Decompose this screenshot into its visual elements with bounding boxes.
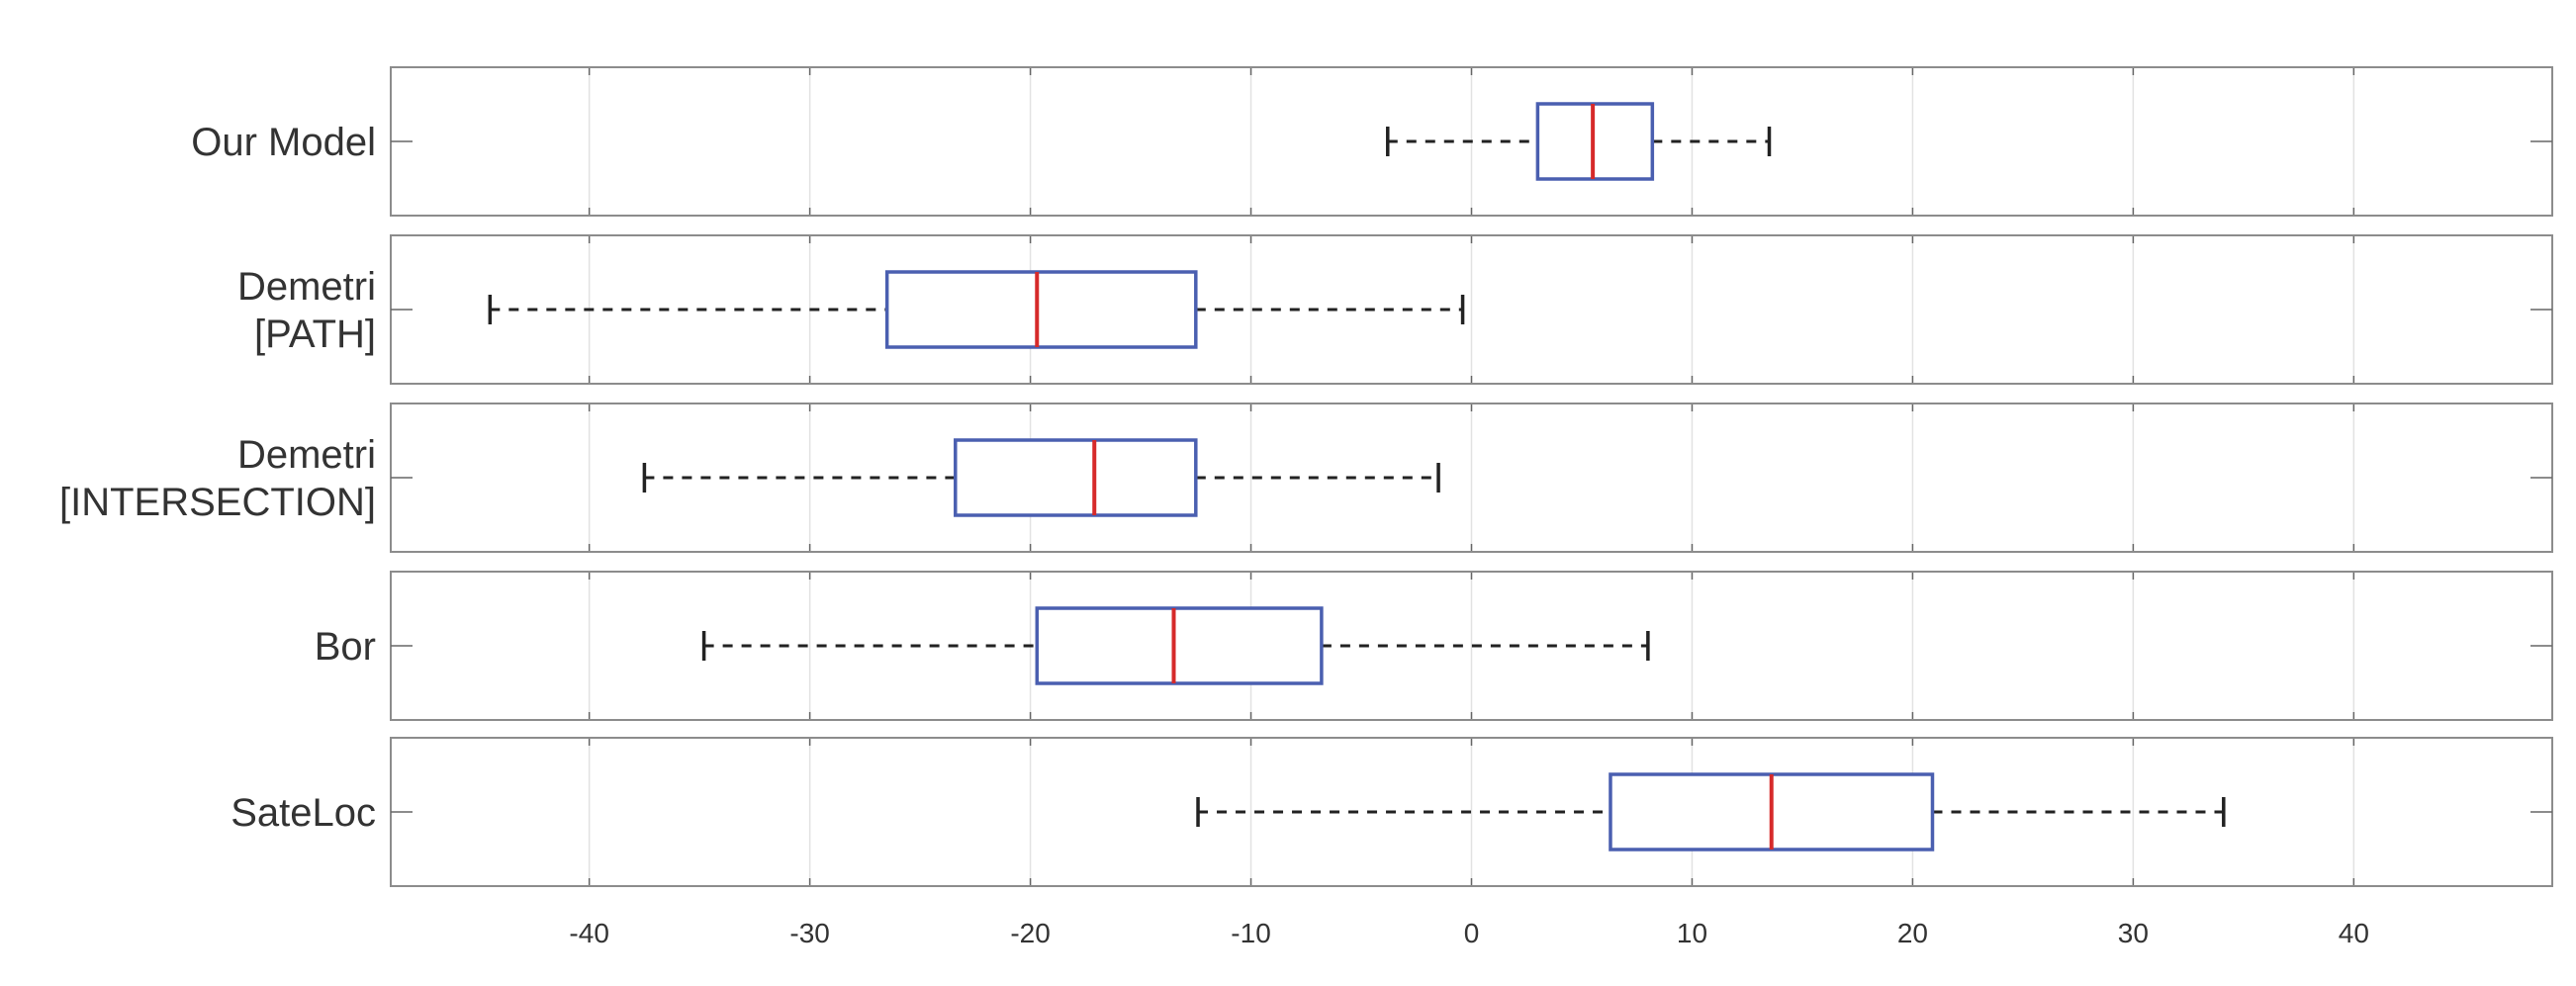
category-label-line: Demetri [237,433,376,477]
category-label-line: [PATH] [254,313,376,356]
x-tick-label: 10 [1677,918,1707,948]
box-panel: Demetri [INTERSECTION] [59,403,2553,553]
category-label: SateLoc [230,791,376,835]
x-tick-label: 40 [2339,918,2369,948]
category-label: Our Model [191,121,376,164]
x-tick-label: 30 [2118,918,2149,948]
x-tick-label: 0 [1464,918,1480,948]
box-panel: Bor [315,571,2553,721]
iqr-box [884,270,1198,349]
x-tick-label: -10 [1231,918,1270,948]
iqr-box [1535,102,1655,181]
category-label-line: SateLoc [230,791,376,835]
category-label-line: [INTERSECTION] [59,481,376,524]
x-tick-label: -30 [789,918,829,948]
category-label: Demetri [PATH] [237,265,376,356]
category-label-line: Our Model [191,121,376,164]
x-tick-label: -40 [569,918,608,948]
x-tick-label: -20 [1010,918,1050,948]
box-panel: SateLoc [230,737,2553,887]
box-panel: Our Model [191,66,2553,217]
x-axis: -40 -30 -20 -10 0 10 20 30 40 [569,918,2368,948]
category-label: Bor [315,625,376,669]
category-label-line: Demetri [237,265,376,309]
box-panel: Demetri [PATH] [237,234,2553,385]
category-label: Demetri [INTERSECTION] [59,433,376,524]
iqr-box [1035,606,1324,685]
category-label-line: Bor [315,625,376,669]
iqr-box [954,438,1198,517]
x-tick-label: 20 [1897,918,1928,948]
